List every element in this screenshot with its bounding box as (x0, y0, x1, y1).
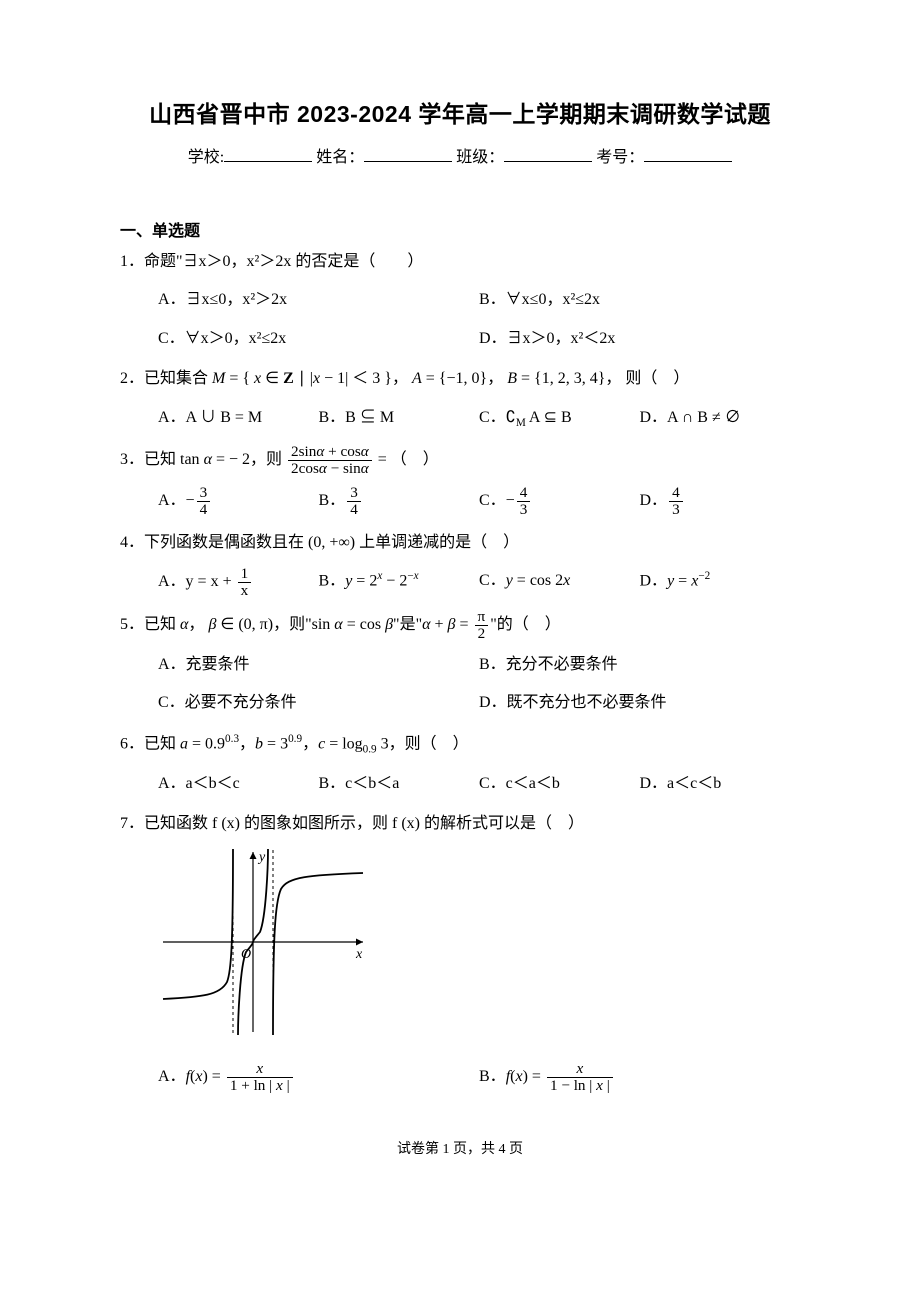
svg-text:O: O (241, 947, 251, 962)
school-label: 学校: (188, 149, 224, 166)
q6-opt-c: C．c＜a＜b (479, 765, 640, 803)
name-label: 姓名： (316, 149, 364, 166)
q5-opt-c: C．必要不充分条件 (158, 684, 479, 722)
q3-stem: 3．已知 tan α = − 2，则 2sinα + cosα2cosα − s… (120, 444, 800, 477)
question-2: 2．已知集合 M = { x ∈ Z ∣ |x − 1| ＜ 3 }， A = … (120, 364, 800, 438)
svg-text:y: y (257, 850, 266, 865)
question-6: 6．已知 a = 0.90.3，b = 30.9，c = log0.9 3，则（… (120, 729, 800, 803)
q3-opt-d: D．43 (640, 481, 801, 522)
q5-opt-b: B．充分不必要条件 (479, 646, 800, 684)
q3-opt-a: A．−34 (158, 481, 319, 522)
class-label: 班级： (456, 149, 504, 166)
q1-stem: 1．命题"∃x＞0，x²＞2x 的否定是（ ） (120, 247, 800, 277)
q1-opt-c: C．∀x＞0，x²≤2x (158, 320, 479, 358)
q6-opt-d: D．a＜c＜b (640, 765, 801, 803)
svg-text:x: x (355, 947, 363, 962)
q2-opt-d: D．A ∩ B ≠ ∅ (640, 399, 801, 438)
q2-opt-a: A．A ∪ B = M (158, 399, 319, 438)
page-footer: 试卷第 1 页，共 4 页 (120, 1138, 800, 1158)
q5-opt-a: A．充要条件 (158, 646, 479, 684)
question-1: 1．命题"∃x＞0，x²＞2x 的否定是（ ） A．∃x≤0，x²＞2x B．∀… (120, 247, 800, 358)
q5-opt-d: D．既不充分也不必要条件 (479, 684, 800, 722)
question-7: 7．已知函数 f (x) 的图象如图所示，则 f (x) 的解析式可以是（ ） … (120, 809, 800, 1098)
q5-stem: 5．已知 α， β ∈ (0, π)，则"sin α = cos β"是"α +… (120, 609, 800, 642)
page-title: 山西省晋中市 2023-2024 学年高一上学期期末调研数学试题 (120, 95, 800, 129)
q4-opt-b: B．y = 2x − 2−x (319, 562, 480, 603)
q7-opt-a: A．f(x) = x1 + ln | x | (158, 1057, 479, 1098)
q3-opt-b: B．34 (319, 481, 480, 522)
graph-svg: Ox y (158, 847, 368, 1037)
q1-opt-d: D．∃x＞0，x²＜2x (479, 320, 800, 358)
q2-opt-b: B．B ⊆ M (319, 399, 480, 438)
q7-stem: 7．已知函数 f (x) 的图象如图所示，则 f (x) 的解析式可以是（ ） (120, 809, 800, 839)
q6-opt-b: B．c＜b＜a (319, 765, 480, 803)
q6-stem: 6．已知 a = 0.90.3，b = 30.9，c = log0.9 3，则（… (120, 729, 800, 761)
q4-opt-c: C．y = cos 2x (479, 562, 640, 603)
q4-stem: 4．下列函数是偶函数且在 (0, +∞) 上单调递减的是（ ） (120, 528, 800, 558)
examno-label: 考号： (596, 149, 644, 166)
q2-opt-c: C．∁M A ⊆ B (479, 399, 640, 438)
exam-page: 山西省晋中市 2023-2024 学年高一上学期期末调研数学试题 学校: 姓名：… (0, 0, 920, 1208)
name-blank (364, 161, 452, 162)
q4-opt-d: D．y = x−2 (640, 562, 801, 603)
q1-opt-a: A．∃x≤0，x²＞2x (158, 281, 479, 319)
q7-opt-b: B．f(x) = x1 − ln | x | (479, 1057, 800, 1098)
examno-blank (644, 161, 732, 162)
q6-opt-a: A．a＜b＜c (158, 765, 319, 803)
question-4: 4．下列函数是偶函数且在 (0, +∞) 上单调递减的是（ ） A．y = x … (120, 528, 800, 603)
q3-opt-c: C．−43 (479, 481, 640, 522)
meta-line: 学校: 姓名： 班级： 考号： (120, 143, 800, 167)
question-5: 5．已知 α， β ∈ (0, π)，则"sin α = cos β"是"α +… (120, 609, 800, 723)
question-3: 3．已知 tan α = − 2，则 2sinα + cosα2cosα − s… (120, 444, 800, 522)
school-blank (224, 161, 312, 162)
section-1-title: 一、单选题 (120, 217, 800, 241)
q1-opt-b: B．∀x≤0，x²≤2x (479, 281, 800, 319)
q4-opt-a: A．y = x + 1x (158, 562, 319, 603)
q7-graph: Ox y (158, 847, 800, 1048)
q2-stem: 2．已知集合 M = { x ∈ Z ∣ |x − 1| ＜ 3 }， A = … (120, 364, 800, 394)
class-blank (504, 161, 592, 162)
